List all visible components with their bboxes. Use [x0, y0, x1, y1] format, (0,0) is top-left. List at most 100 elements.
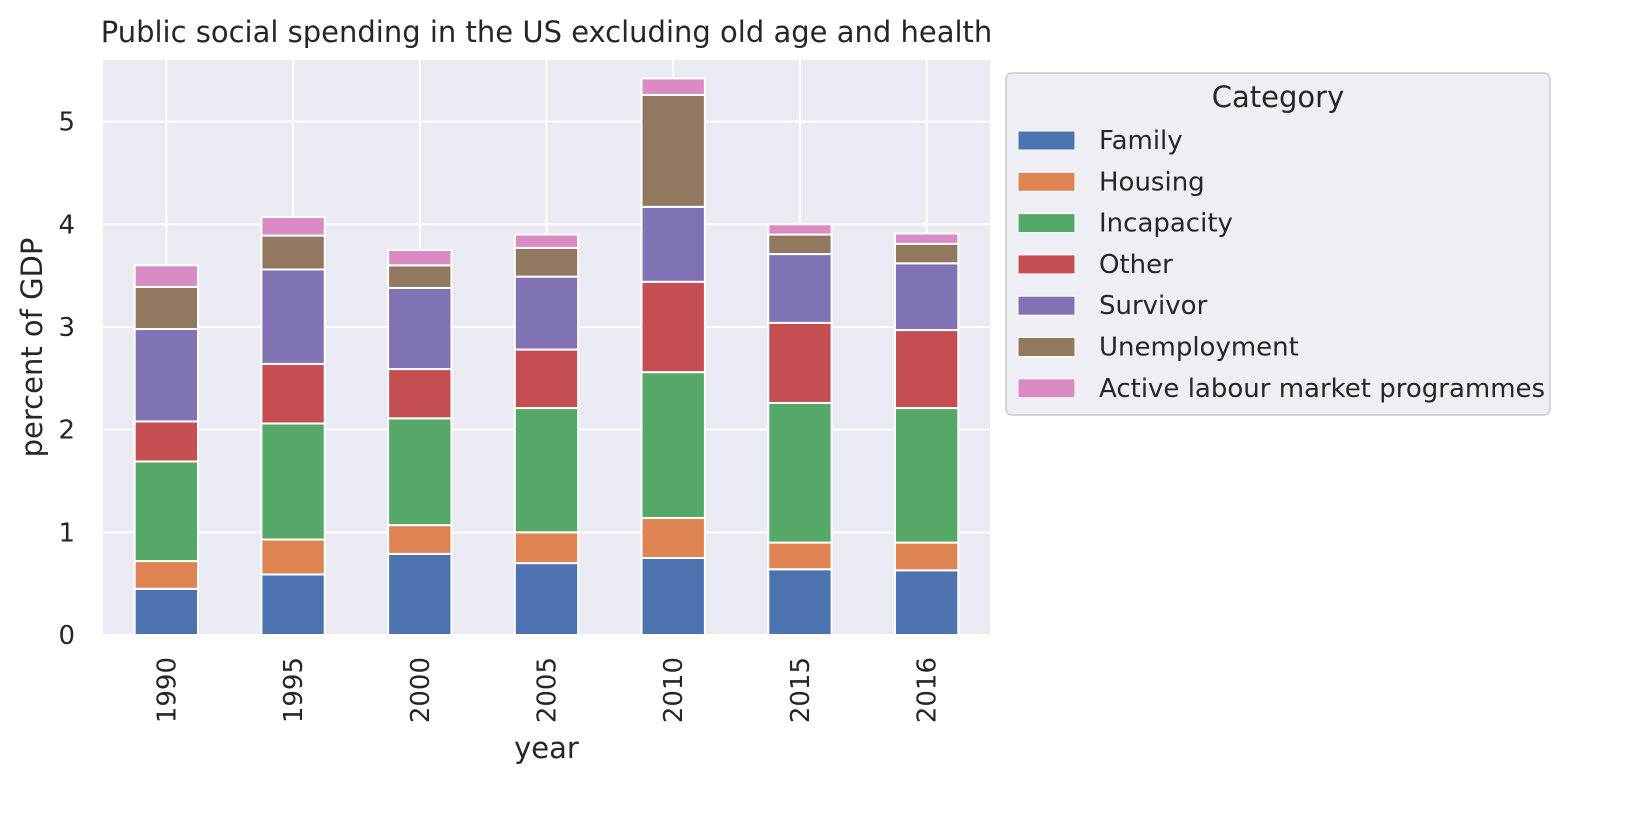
bar-segment: [133, 328, 200, 423]
series-unemployment: [133, 93, 960, 331]
legend-label: Other: [1099, 250, 1173, 280]
legend-label: Housing: [1099, 167, 1205, 197]
bar-segment: [260, 234, 326, 271]
bar-segment: [767, 253, 833, 324]
bar-segment: [387, 368, 453, 420]
bar-segment: [640, 93, 706, 208]
bars: [133, 77, 960, 637]
bar-segment: [893, 541, 960, 572]
legend-swatch: [1017, 337, 1076, 357]
legend-item: Survivor: [1017, 291, 1208, 321]
bar-segment: [513, 246, 580, 278]
bar-segment: [893, 569, 960, 636]
bar-segment: [640, 280, 706, 374]
legend-swatch: [1017, 378, 1076, 399]
bar-segment: [767, 541, 833, 571]
chart-title: Public social spending in the US excludi…: [101, 15, 993, 49]
bar-segment: [640, 516, 706, 559]
bar-segment: [260, 268, 326, 365]
series-survivor: [133, 205, 960, 423]
legend-title: Category: [1212, 80, 1344, 114]
bar-segment: [260, 573, 326, 636]
x-axis-label: year: [514, 731, 579, 765]
y-tick-label: 3: [58, 313, 75, 343]
y-tick-label: 5: [58, 108, 75, 138]
legend-box: [1005, 72, 1551, 416]
bar-segment: [133, 264, 200, 288]
bar-segment: [640, 371, 706, 519]
series-housing: [133, 516, 960, 590]
bar-segment: [133, 587, 200, 636]
x-tick-label: 1990: [152, 657, 182, 723]
bar-segment: [387, 417, 453, 527]
legend-items: Family Housing Incapacity Other Survivor Unem…: [1017, 126, 1545, 404]
y-axis-ticks: 0 1 2 3 4 5: [58, 108, 75, 651]
legend-label: Unemployment: [1099, 333, 1299, 363]
bar-segment: [133, 285, 200, 331]
bar-segment: [767, 321, 833, 404]
bar-segment: [133, 560, 200, 590]
bar-segment: [387, 286, 453, 371]
x-axis-ticks: 1990 1995 2000 2005 2010 2015 2016: [152, 657, 942, 723]
bar-segment: [893, 232, 960, 245]
bar-segment: [513, 562, 580, 636]
bar-segment: [893, 262, 960, 332]
bar-segment: [767, 401, 833, 544]
bar-segment: [640, 205, 706, 283]
series-family: [133, 552, 960, 637]
bar-segment: [767, 223, 833, 236]
bar-segment: [387, 524, 453, 555]
bar-segment: [640, 77, 706, 96]
bar-segment: [640, 556, 706, 637]
y-axis-label: percent of GDP: [15, 238, 49, 458]
legend-item: Other: [1017, 250, 1173, 280]
bar-segment: [260, 422, 326, 541]
legend-swatch: [1017, 130, 1076, 151]
legend: Category Family Housing Incapacity Other Sur…: [1005, 72, 1551, 416]
bar-segment: [260, 362, 326, 425]
legend-label: Family: [1099, 126, 1183, 156]
legend-item: Incapacity: [1017, 209, 1233, 239]
bar-segment: [893, 329, 960, 410]
legend-swatch: [1017, 254, 1076, 275]
legend-label: Active labour market programmes: [1099, 374, 1545, 404]
legend-item: Unemployment: [1017, 333, 1299, 363]
x-tick-label: 2000: [406, 657, 436, 723]
bar-segment: [513, 233, 580, 249]
y-tick-label: 0: [58, 621, 75, 651]
x-tick-label: 2016: [913, 657, 943, 723]
bar-segment: [260, 538, 326, 576]
legend-label: Incapacity: [1099, 209, 1233, 239]
bar-segment: [893, 242, 960, 265]
y-tick-label: 2: [58, 416, 75, 446]
legend-item: Family: [1017, 126, 1183, 156]
y-tick-label: 4: [58, 210, 75, 240]
bar-segment: [513, 275, 580, 351]
bar-segment: [260, 216, 326, 237]
series-active-labour-market-programmes: [133, 77, 960, 288]
bar-segment: [387, 552, 453, 636]
x-tick-label: 2015: [786, 657, 816, 723]
bar-segment: [513, 348, 580, 410]
legend-swatch: [1017, 213, 1076, 234]
bar-segment: [133, 460, 200, 563]
bar-segment: [767, 568, 833, 636]
bar-segment: [893, 407, 960, 544]
legend-label: Survivor: [1099, 291, 1208, 321]
series-incapacity: [133, 371, 960, 563]
legend-swatch: [1017, 171, 1076, 192]
legend-item: Active labour market programmes: [1017, 374, 1545, 404]
x-tick-label: 1995: [279, 657, 309, 723]
bar-segment: [513, 531, 580, 565]
bar-segment: [133, 420, 200, 463]
bar-segment: [767, 233, 833, 256]
bar-segment: [387, 264, 453, 289]
y-tick-label: 1: [58, 518, 75, 548]
bar-segment: [513, 407, 580, 534]
legend-item: Housing: [1017, 167, 1205, 197]
bar-segment: [387, 248, 453, 267]
x-tick-label: 2005: [533, 657, 563, 723]
legend-swatch: [1017, 295, 1076, 316]
x-tick-label: 2010: [659, 657, 689, 723]
